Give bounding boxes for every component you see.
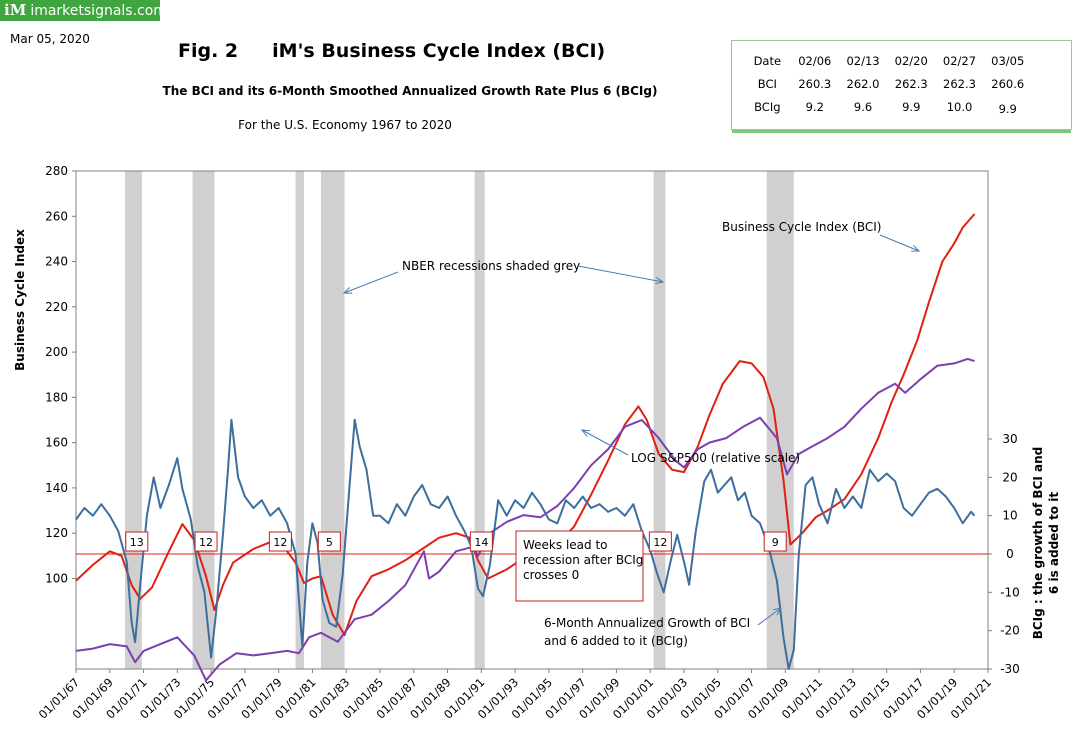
report-date: Mar 05, 2020 xyxy=(10,32,90,46)
annotation-nber: NBER recessions shaded grey xyxy=(402,259,580,273)
table-row: BCI 260.3 262.0 262.3 262.3 260.6 xyxy=(744,72,1071,95)
y-right-label: 6 is added to it xyxy=(1047,492,1061,594)
arrow-nber-left xyxy=(343,271,399,294)
annotation-bcig: 6-Month Annualized Growth of BCI xyxy=(544,616,750,630)
table-header: 02/20 xyxy=(894,53,928,68)
arrow-nber-left-head xyxy=(342,287,353,294)
y-left-tick-label: 220 xyxy=(45,300,68,314)
y-right-tick-label: 30 xyxy=(1002,432,1017,446)
logo: iM imarketsignals.com xyxy=(0,0,167,21)
table-cell: 10.0 xyxy=(946,99,973,114)
logo-mark: iM xyxy=(4,1,27,19)
weeks-lead-label: 12 xyxy=(653,536,667,549)
weeks-lead-box xyxy=(317,531,341,552)
arrow-sp500-head xyxy=(580,429,591,437)
table-cell: 262.0 xyxy=(846,76,880,91)
weeks-lead-box xyxy=(469,531,493,552)
table-cell: 262.3 xyxy=(943,76,976,91)
annotation-weeks-lead: Weeks lead to xyxy=(523,538,608,552)
y-left-tick-label: 120 xyxy=(45,526,68,540)
table-cell: 9.9 xyxy=(998,101,1017,116)
table-row: BCIg 9.2 9.6 9.9 10.0 9.9 xyxy=(744,95,1071,118)
annotation-sp500: LOG S&P500 (relative scale) xyxy=(631,451,800,465)
table-cell: 262.3 xyxy=(894,76,928,91)
weeks-lead-box xyxy=(194,531,218,552)
y-left-tick-label: 140 xyxy=(45,481,68,495)
weeks-lead-label: 9 xyxy=(772,536,779,549)
chart-subtitle-2: For the U.S. Economy 1967 to 2020 xyxy=(238,118,452,132)
series-line-2 xyxy=(75,418,976,670)
weeks-lead-label: 12 xyxy=(199,536,213,549)
y-right-tick-label: -30 xyxy=(1000,662,1020,676)
weeks-lead-label: 14 xyxy=(474,536,488,549)
chart-subtitle: The BCI and its 6-Month Smoothed Annuali… xyxy=(162,84,658,98)
weeks-lead-box xyxy=(268,531,292,552)
title-text: iM's Business Cycle Index (BCI) xyxy=(272,40,606,62)
recession-band xyxy=(474,171,485,669)
weeks-lead-label: 5 xyxy=(326,536,333,549)
arrow-bci xyxy=(879,234,920,252)
weeks-lead-note-box xyxy=(515,530,644,602)
annotation-bcig: and 6 added to it (BCIg) xyxy=(544,634,688,648)
weeks-lead-box xyxy=(763,531,787,552)
weeks-lead-box xyxy=(125,531,149,552)
y-left-tick-label: 280 xyxy=(45,164,68,178)
plot-border xyxy=(75,170,989,670)
arrow-nber-right xyxy=(577,265,664,283)
recession-band xyxy=(766,171,794,669)
table-header: Date xyxy=(753,53,782,68)
table-cell: 9.9 xyxy=(902,99,921,114)
y-left-tick-label: 160 xyxy=(45,436,68,450)
weeks-lead-label: 12 xyxy=(273,536,287,549)
annotation-weeks-lead: crosses 0 xyxy=(523,568,579,582)
arrow-nber-right-head xyxy=(655,277,665,285)
series-line-1 xyxy=(75,357,975,682)
chart-title: Fig. 2 iM's Business Cycle Index (BCI) xyxy=(178,40,605,62)
annotation-weeks-lead: recession after BCIg xyxy=(523,553,643,567)
weeks-lead-label: 13 xyxy=(130,536,144,549)
y-left-tick-label: 200 xyxy=(45,345,68,359)
table-header: 02/27 xyxy=(942,53,977,68)
logo-text: imarketsignals.com xyxy=(30,3,167,19)
table-cell: 9.6 xyxy=(853,99,873,114)
table-header: 03/05 xyxy=(991,53,1025,68)
values-table: Date 02/06 02/13 02/20 02/27 03/05 BCI 2… xyxy=(731,40,1072,130)
annotation-bci: Business Cycle Index (BCI) xyxy=(722,220,882,234)
y-right-tick-label: 10 xyxy=(1002,509,1017,523)
y-left-label: Business Cycle Index xyxy=(13,229,27,371)
y-right-tick-label: -10 xyxy=(1000,585,1020,599)
table-header: 02/06 xyxy=(798,53,832,68)
arrow-bcig xyxy=(757,607,782,626)
table-cell: BCIg xyxy=(754,99,781,114)
recession-band xyxy=(653,171,666,669)
y-right-tick-label: -20 xyxy=(1000,624,1020,638)
arrow-bcig-head xyxy=(773,607,783,616)
arrow-bci-head xyxy=(910,244,921,252)
arrow-sp500 xyxy=(581,429,629,456)
y-left-tick-label: 260 xyxy=(45,209,68,223)
table-cell: 260.3 xyxy=(798,76,832,91)
y-left-tick-label: 240 xyxy=(45,255,68,269)
table-header: 02/13 xyxy=(846,53,880,68)
y-left-tick-label: 180 xyxy=(45,390,68,404)
weeks-lead-box xyxy=(648,531,672,552)
table-cell: 260.6 xyxy=(991,76,1025,91)
recession-band xyxy=(295,171,304,669)
figure-number: Fig. 2 xyxy=(178,40,239,62)
y-right-tick-label: 0 xyxy=(1006,547,1014,561)
table-header-row: Date 02/06 02/13 02/20 02/27 03/05 xyxy=(744,49,1071,72)
table-cell: BCI xyxy=(757,76,777,91)
y-right-label: BCIg : the growth of BCI and xyxy=(1031,447,1045,640)
table-cell: 9.2 xyxy=(805,99,824,114)
y-left-tick-label: 100 xyxy=(45,571,68,585)
y-right-tick-label: 20 xyxy=(1002,470,1017,484)
